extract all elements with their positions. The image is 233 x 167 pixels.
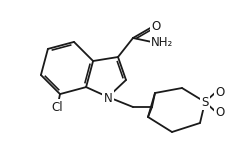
Text: N: N [104, 92, 112, 105]
Text: O: O [215, 86, 225, 99]
Text: Cl: Cl [51, 101, 63, 114]
Text: NH₂: NH₂ [151, 36, 173, 48]
Text: O: O [215, 106, 225, 119]
Text: S: S [201, 96, 209, 109]
Text: O: O [151, 20, 161, 33]
